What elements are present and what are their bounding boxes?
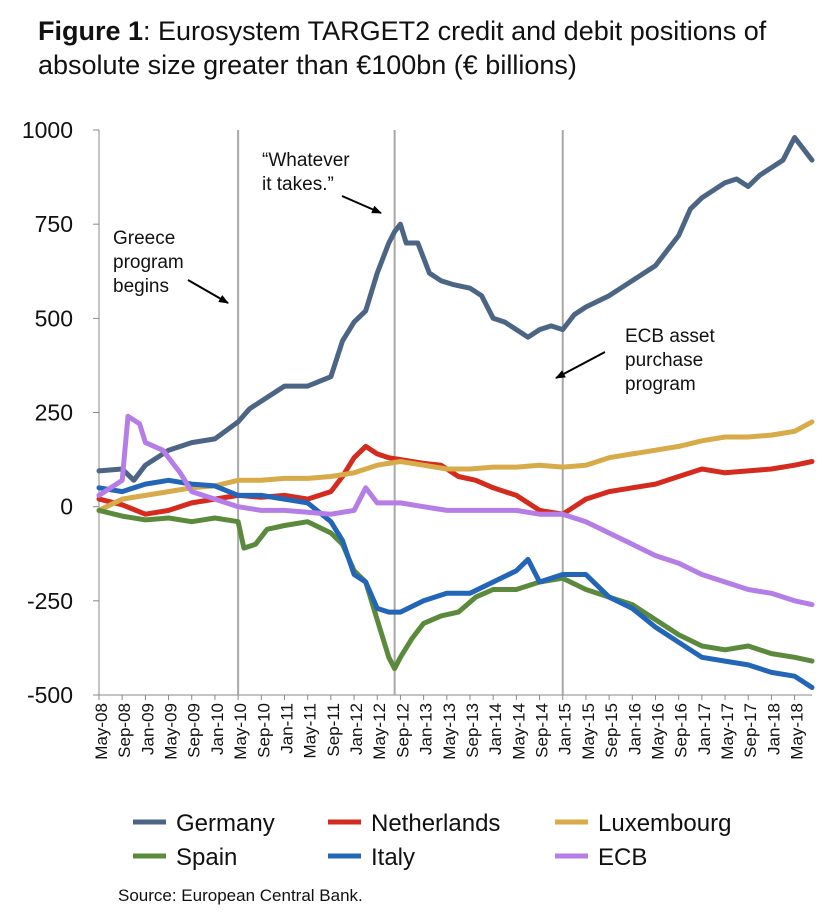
x-tick-label: May-14: [509, 703, 528, 760]
series-line-germany: [96, 135, 815, 483]
annotation-arrow: [555, 351, 606, 379]
x-tick-label: Jan-14: [486, 703, 505, 755]
x-tick-label: Sep-11: [324, 703, 343, 757]
figure-number: Figure 1: [38, 16, 144, 46]
y-tick-label: -250: [27, 588, 73, 614]
series-line-italy: [96, 477, 815, 690]
annotation-text: purchase: [625, 350, 703, 371]
annotation-text: “Whatever: [262, 150, 350, 171]
series-line-netherlands: [96, 443, 815, 517]
x-tick-label: Jan-12: [347, 703, 366, 755]
legend-label: Italy: [371, 844, 415, 871]
x-tick-label: Jan-13: [417, 703, 436, 755]
x-tick-label: Jan-18: [764, 703, 783, 755]
x-tick-label: May-09: [162, 703, 181, 760]
y-tick-label: 1000: [22, 117, 73, 143]
y-tick-label: 0: [60, 494, 73, 520]
legend-label: Spain: [176, 844, 237, 871]
x-tick-label: Jan-15: [556, 703, 575, 755]
y-tick-label: 500: [35, 305, 73, 331]
x-tick-label: May-15: [579, 703, 598, 760]
series-line-ecb: [96, 413, 815, 608]
x-tick-label: Jan-17: [695, 703, 714, 755]
x-tick-label: Jan-10: [208, 703, 227, 755]
x-tick-label: May-11: [301, 703, 320, 758]
series-line-spain: [96, 507, 815, 672]
x-tick-label: Jan-16: [625, 703, 644, 755]
x-tick-label: May-12: [370, 703, 389, 760]
x-tick-label: Sep-08: [115, 703, 134, 758]
x-tick-label: Jan-11: [277, 703, 296, 754]
x-tick-label: Sep-13: [463, 703, 482, 758]
x-tick-label: Jan-09: [138, 703, 157, 755]
source-note: Source: European Central Bank.: [118, 886, 363, 905]
y-tick-label: -500: [27, 682, 73, 708]
x-tick-label: May-16: [648, 703, 667, 760]
legend-label: Germany: [176, 810, 275, 837]
annotation-arrow: [187, 279, 229, 304]
x-tick-label: May-18: [788, 703, 807, 760]
x-tick-label: Sep-09: [185, 703, 204, 758]
y-tick-label: 750: [35, 211, 73, 237]
y-tick-label: 250: [35, 400, 73, 426]
x-tick-label: Sep-17: [741, 703, 760, 758]
annotation-text: ECB asset: [625, 326, 715, 347]
x-tick-label: May-17: [718, 703, 737, 760]
annotation-text: program: [625, 374, 696, 395]
x-tick-label: May-13: [440, 703, 459, 760]
annotation-arrow: [341, 195, 382, 214]
legend-label: ECB: [598, 844, 647, 871]
annotation-text: it takes.”: [262, 174, 334, 195]
x-tick-label: Sep-14: [533, 703, 552, 758]
annotation-text: begins: [113, 276, 169, 297]
x-tick-label: May-10: [231, 703, 250, 760]
x-tick-label: May-08: [92, 703, 111, 760]
x-tick-label: Sep-15: [602, 703, 621, 758]
legend-label: Netherlands: [371, 810, 500, 837]
annotation-text: program: [113, 252, 184, 273]
title-text: : Eurosystem TARGET2 credit and debit po…: [38, 16, 767, 80]
x-tick-label: Sep-10: [254, 703, 273, 758]
x-tick-label: Sep-16: [672, 703, 691, 758]
x-tick-label: Sep-12: [393, 703, 412, 758]
legend-label: Luxembourg: [598, 810, 731, 837]
annotation-text: Greece: [113, 228, 175, 249]
chart-title: Figure 1: Eurosystem TARGET2 credit and …: [38, 14, 838, 82]
